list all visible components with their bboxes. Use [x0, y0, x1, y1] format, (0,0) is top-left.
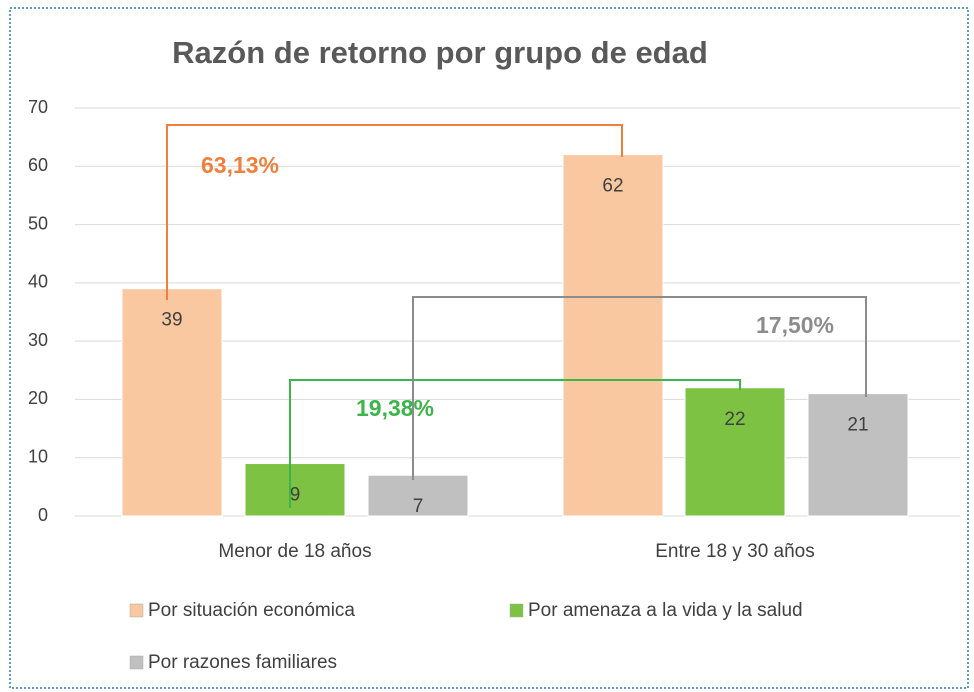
annotation: 63,13%: [201, 152, 279, 178]
legend-swatch: [129, 603, 144, 618]
x-tick-label: Menor de 18 años: [218, 541, 371, 562]
data-label: 22: [724, 409, 745, 430]
annotation: 17,50%: [756, 312, 834, 338]
bar: [367, 474, 469, 517]
annotation-bracket: [166, 124, 623, 300]
bar: [244, 463, 346, 517]
y-tick-label: 70: [28, 97, 48, 117]
bar: [807, 393, 909, 517]
bar: [562, 154, 664, 517]
y-tick-label: 40: [28, 272, 48, 292]
legend-swatch: [129, 655, 144, 670]
chart-title: Razón de retorno por grupo de edad: [172, 35, 708, 70]
legend-label: Por situación económica: [148, 600, 355, 621]
y-tick-label: 60: [28, 155, 48, 175]
data-label: 21: [847, 415, 868, 436]
x-tick-label: Entre 18 y 30 años: [655, 541, 815, 562]
y-tick-label: 30: [28, 330, 48, 350]
y-tick-label: 20: [28, 388, 48, 408]
legend-label: Por razones familiares: [148, 652, 337, 673]
data-label: 39: [161, 310, 182, 331]
legend-swatch: [509, 603, 524, 618]
bar: [121, 288, 223, 517]
legend-label: Por amenaza a la vida y la salud: [528, 600, 803, 621]
annotation: 19,38%: [356, 395, 434, 421]
annotation-bracket: [412, 296, 867, 480]
bar: [684, 387, 786, 517]
data-label: 62: [602, 176, 623, 197]
data-label: 7: [413, 496, 424, 517]
y-tick-label: 0: [38, 505, 48, 525]
y-tick-label: 10: [28, 446, 48, 466]
y-tick-label: 50: [28, 213, 48, 233]
data-label: 9: [290, 485, 301, 506]
annotation-bracket: [289, 379, 741, 508]
